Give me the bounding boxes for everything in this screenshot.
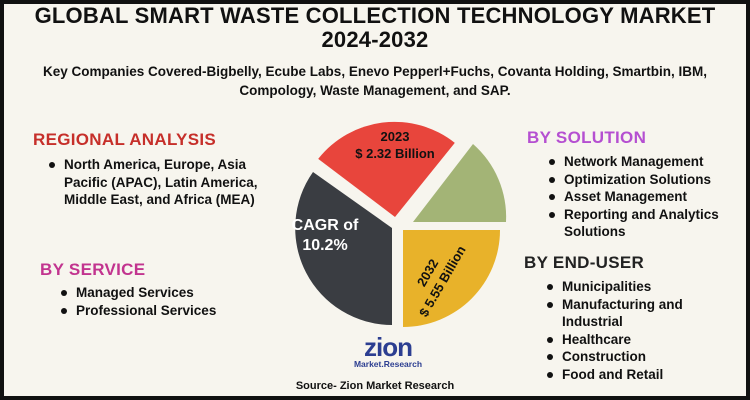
regional-analysis-heading: REGIONAL ANALYSIS xyxy=(33,130,217,149)
by-service-list: Managed Services Professional Services xyxy=(56,284,276,319)
label-cagr: CAGR of 10.2% xyxy=(280,216,370,256)
by-service-heading: BY SERVICE xyxy=(40,260,146,279)
list-item: Reporting and Analytics Solutions xyxy=(544,206,744,241)
regional-analysis-list: North America, Europe, Asia Pacific (APA… xyxy=(44,156,264,209)
label-cagr-line1: CAGR of xyxy=(291,217,359,234)
page-title: GLOBAL SMART WASTE COLLECTION TECHNOLOGY… xyxy=(0,4,750,52)
list-item: Professional Services xyxy=(56,302,276,320)
list-item: Network Management xyxy=(544,153,744,171)
logo-sub: Market.Research xyxy=(353,359,423,369)
list-item: Municipalities xyxy=(542,278,742,296)
pie-slice-cagr xyxy=(295,172,392,325)
list-item: Construction xyxy=(542,348,742,366)
label-2023-year: 2023 xyxy=(380,129,410,144)
by-end-user-list: Municipalities Manufacturing and Industr… xyxy=(542,278,742,383)
market-pie-graphic: 2023 $ 2.32 Billion CAGR of 10.2% 2032 $… xyxy=(280,112,510,342)
pie-slice-2023 xyxy=(318,121,455,217)
list-item: Manufacturing and Industrial xyxy=(542,296,742,331)
zion-market-research-logo: zion Market.Research xyxy=(348,334,428,374)
label-2023-value: $ 2.32 Billion xyxy=(355,146,435,161)
label-cagr-line2: 10.2% xyxy=(302,237,348,254)
by-solution-list: Network Management Optimization Solution… xyxy=(544,153,744,241)
title-line-2: 2024-2032 xyxy=(321,27,429,52)
pie-slice-green xyxy=(413,144,507,222)
list-item: North America, Europe, Asia Pacific (APA… xyxy=(44,156,264,209)
title-line-1: GLOBAL SMART WASTE COLLECTION TECHNOLOGY… xyxy=(34,3,716,28)
pie-svg xyxy=(295,121,507,327)
source-text: Source- Zion Market Research xyxy=(295,380,455,392)
list-item: Healthcare xyxy=(542,331,742,349)
pie-slice-2032 xyxy=(403,230,500,327)
key-companies-text: Key Companies Covered-Bigbelly, Ecube La… xyxy=(42,64,707,98)
by-solution-heading: BY SOLUTION xyxy=(527,128,647,147)
list-item: Optimization Solutions xyxy=(544,171,744,189)
list-item: Managed Services xyxy=(56,284,276,302)
by-end-user-heading: BY END-USER xyxy=(524,253,645,272)
list-item: Food and Retail xyxy=(542,366,742,384)
list-item: Asset Management xyxy=(544,188,744,206)
logo-name: zion xyxy=(364,332,413,362)
label-2023: 2023 $ 2.32 Billion xyxy=(335,128,455,162)
